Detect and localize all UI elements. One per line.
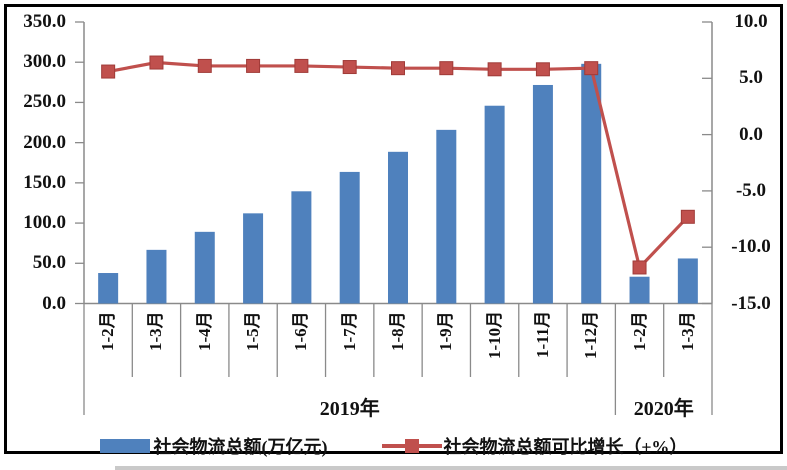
line-marker-1-3月-12 (680, 209, 695, 224)
bar-1-6月-4 (291, 191, 312, 304)
x-axis-label: 1-6月 (291, 311, 311, 351)
line-marker-1-2月-0 (101, 64, 116, 79)
legend-label-bar-series: 社会物流总额(万亿元) (153, 437, 328, 457)
left-axis-tick-label: 250.0 (23, 91, 66, 113)
left-axis-tick-label: 50.0 (32, 252, 66, 274)
bar-1-3月-12 (677, 258, 698, 304)
line-marker-1-5月-3 (246, 58, 261, 73)
line-marker-1-2月-11 (632, 260, 647, 275)
bar-1-4月-2 (194, 231, 215, 304)
line-marker-1-11月-9 (535, 62, 550, 77)
chart-legend: 社会物流总额(万亿元) 社会物流总额可比增长（±%） (0, 433, 787, 459)
left-axis-tick-label: 200.0 (23, 131, 66, 153)
right-axis-tick-label: -5.0 (735, 179, 767, 201)
x-axis-label: 1-8月 (388, 311, 407, 351)
x-axis-label: 1-9月 (436, 311, 456, 351)
line-marker-1-7月-5 (342, 60, 357, 75)
x-axis-label: 1-12月 (581, 310, 601, 359)
legend-item-line-series: 社会物流总额可比增长（±%） (381, 433, 688, 459)
line-marker-1-8月-6 (391, 61, 405, 76)
left-axis-tick-label: 100.0 (23, 212, 66, 234)
left-axis-tick-label: 300.0 (23, 51, 66, 73)
line-marker-1-12月-10 (584, 61, 599, 76)
line-marker-1-10月-8 (487, 62, 502, 77)
bar-1-9月-7 (436, 129, 457, 304)
right-axis-tick-label: 0.0 (739, 123, 763, 145)
line-marker-1-9月-7 (439, 61, 454, 76)
year-group-label: 2019年 (319, 398, 380, 420)
x-axis-label: 1-3月 (146, 311, 166, 351)
bar-1-11月-9 (532, 84, 553, 304)
bar-1-8月-6 (388, 151, 408, 304)
right-axis-tick-label: 5.0 (739, 67, 763, 89)
year-group-label: 2020年 (633, 398, 694, 420)
x-axis-label: 1-3月 (677, 311, 697, 351)
line-marker-1-6月-4 (294, 58, 309, 73)
line-series-swatch-icon (381, 439, 442, 453)
bar-1-3月-1 (146, 249, 167, 304)
x-axis-label: 1-11月 (532, 310, 552, 358)
bar-1-2月-11 (629, 276, 650, 304)
line-swatch-marker (404, 439, 419, 453)
legend-label-line-series: 社会物流总额可比增长（±%） (443, 437, 688, 457)
bar-series-swatch-icon (99, 439, 150, 453)
left-axis-tick-label: 350.0 (23, 11, 66, 32)
bar-1-2月-0 (98, 273, 119, 304)
right-axis-tick-label: -10.0 (731, 236, 771, 258)
x-axis-label: 1-10月 (484, 310, 504, 359)
legend-item-bar-series: 社会物流总额(万亿元) (99, 433, 328, 459)
x-axis-label: 1-4月 (194, 311, 214, 351)
bar-1-10月-8 (484, 105, 505, 304)
left-axis-tick-label: 0.0 (42, 292, 66, 314)
line-marker-1-3月-1 (149, 55, 164, 70)
x-axis-label: 1-5月 (243, 311, 263, 351)
bottom-shadow-strip (115, 466, 787, 470)
bar-1-12月-10 (581, 63, 602, 304)
bar-1-7月-5 (339, 171, 360, 304)
x-axis-label: 1-2月 (98, 311, 118, 351)
x-axis-label: 1-7月 (339, 311, 359, 351)
line-marker-1-4月-2 (197, 58, 212, 73)
bar-1-5月-3 (243, 213, 264, 304)
right-axis-tick-label: 10.0 (734, 11, 768, 32)
left-axis-tick-label: 150.0 (23, 171, 66, 193)
right-axis-tick-label: -15.0 (731, 292, 771, 314)
x-axis-label: 1-2月 (629, 311, 649, 351)
